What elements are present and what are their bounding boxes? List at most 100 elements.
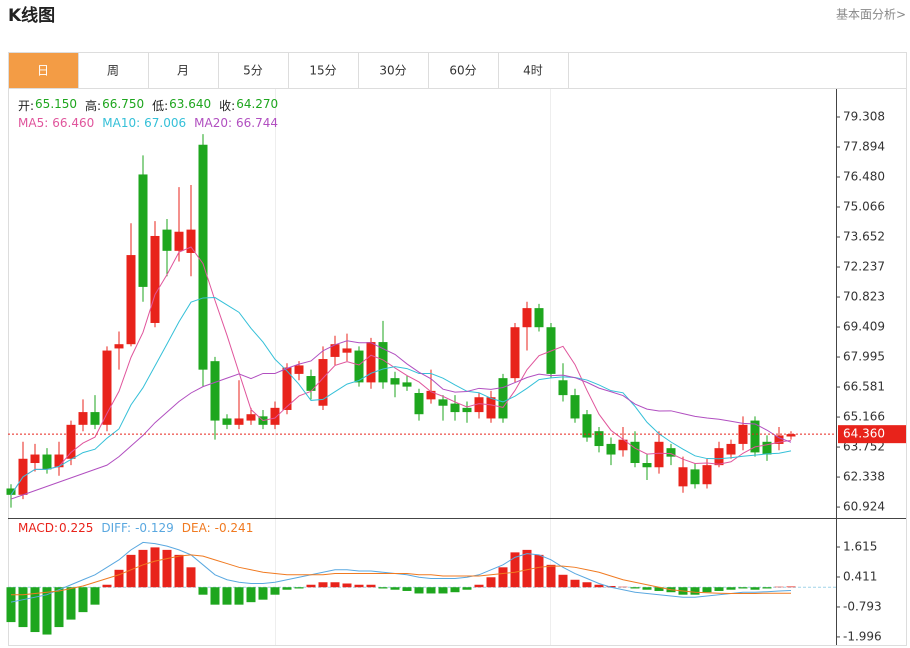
macd-bar xyxy=(642,587,652,590)
macd-bar xyxy=(150,547,160,588)
fundamental-link[interactable]: 基本面分析> xyxy=(836,8,906,22)
macd-bar xyxy=(510,552,520,588)
candle-body xyxy=(174,231,184,251)
tab[interactable] xyxy=(288,52,359,89)
ma-line xyxy=(10,340,792,500)
legend-name: MA20: xyxy=(194,116,232,130)
candle-body xyxy=(90,412,100,425)
macd-bar xyxy=(498,567,508,588)
macd-bar xyxy=(786,586,796,588)
macd-bar xyxy=(282,587,292,590)
candle-body xyxy=(414,392,424,415)
readout-item: 收: 64.270 xyxy=(219,97,278,114)
macd-bar xyxy=(570,579,580,588)
tab-label[interactable]: 周 xyxy=(107,64,119,78)
macd-bar xyxy=(474,584,484,588)
candle-body xyxy=(294,365,304,374)
candle-body xyxy=(54,454,64,468)
tab[interactable] xyxy=(428,52,499,89)
tab[interactable] xyxy=(78,52,149,89)
macd-bar xyxy=(738,587,748,589)
macd-line xyxy=(10,541,792,603)
tab[interactable] xyxy=(8,52,79,89)
candle-body xyxy=(210,361,220,421)
legend-value: 66.460 xyxy=(52,116,95,130)
y-tick-label: 79.308 xyxy=(843,109,885,123)
candle-body xyxy=(690,469,700,485)
candle-body xyxy=(522,308,532,328)
tab[interactable] xyxy=(218,52,289,89)
legend-name: MA5: xyxy=(18,116,49,130)
y-tick-label: 0.411 xyxy=(843,569,877,583)
y-tick-label: 73.652 xyxy=(843,229,885,243)
candle-body xyxy=(402,382,412,387)
macd-bar xyxy=(558,574,568,588)
tab[interactable] xyxy=(358,52,429,89)
readout-label: 开: xyxy=(18,99,35,113)
candle-body xyxy=(114,344,124,349)
macd-bar xyxy=(654,587,664,591)
candle-body xyxy=(762,441,772,455)
candle-body xyxy=(726,443,736,455)
candle-body xyxy=(342,348,352,353)
candle-body xyxy=(30,454,40,464)
macd-bar xyxy=(630,587,640,589)
tab-label[interactable]: 日 xyxy=(37,64,49,78)
readout-item: 低: 63.640 xyxy=(152,97,211,114)
candle-body xyxy=(330,344,340,357)
candle-body xyxy=(66,424,76,459)
candle-body xyxy=(570,395,580,419)
y-tick-label: 72.237 xyxy=(843,260,885,274)
tab[interactable] xyxy=(498,52,569,89)
candle-body xyxy=(678,467,688,487)
macd-bar xyxy=(486,577,496,588)
macd-bar xyxy=(330,582,340,588)
candle-body xyxy=(126,255,136,345)
y-tick-label: 1.615 xyxy=(843,540,877,554)
candle-body xyxy=(318,359,328,406)
legend-item: MA10: 67.006 xyxy=(102,116,186,130)
candle-body xyxy=(354,350,364,383)
macd-bar xyxy=(342,583,352,588)
macd-bar xyxy=(762,587,772,589)
tab-label[interactable]: 4时 xyxy=(523,64,543,78)
macd-bar xyxy=(318,582,328,588)
legend-value: 67.006 xyxy=(144,116,187,130)
tab-label[interactable]: 30分 xyxy=(379,64,406,78)
legend-name: MACD: xyxy=(18,521,59,535)
candle-body xyxy=(42,454,52,470)
candle-body xyxy=(750,420,760,453)
candle-body xyxy=(462,407,472,413)
macd-bar xyxy=(402,587,412,591)
macd-bar xyxy=(222,587,232,605)
macd-bar xyxy=(462,587,472,590)
macd-bar xyxy=(546,564,556,588)
tab-label[interactable]: 月 xyxy=(177,64,189,78)
legend-name: DEA: xyxy=(181,521,211,535)
candle-body xyxy=(606,443,616,455)
macd-bar xyxy=(234,587,244,605)
readout-value: 64.270 xyxy=(236,97,279,111)
readout-value: 65.150 xyxy=(35,97,78,111)
tab-label[interactable]: 5分 xyxy=(243,64,263,78)
candle-body xyxy=(282,367,292,410)
y-tick-label: 60.924 xyxy=(843,500,885,514)
macd-bar xyxy=(66,587,76,620)
tab-label[interactable]: 15分 xyxy=(309,64,336,78)
macd-bar xyxy=(450,587,460,593)
macd-bar xyxy=(294,587,304,589)
macd-bar xyxy=(246,587,256,603)
macd-bar xyxy=(438,587,448,594)
y-tick-label: 76.480 xyxy=(843,169,885,183)
tab[interactable] xyxy=(148,52,219,89)
legend-value: 0.225 xyxy=(59,521,94,535)
y-tick-label: 67.995 xyxy=(843,350,885,364)
readout-label: 高: xyxy=(85,99,102,113)
macd-bar xyxy=(78,587,88,613)
last-price-label: 64.360 xyxy=(843,427,885,441)
tab-label[interactable]: 60分 xyxy=(449,64,476,78)
candle-body xyxy=(654,441,664,468)
candle-body xyxy=(582,414,592,438)
candle-body xyxy=(774,435,784,444)
